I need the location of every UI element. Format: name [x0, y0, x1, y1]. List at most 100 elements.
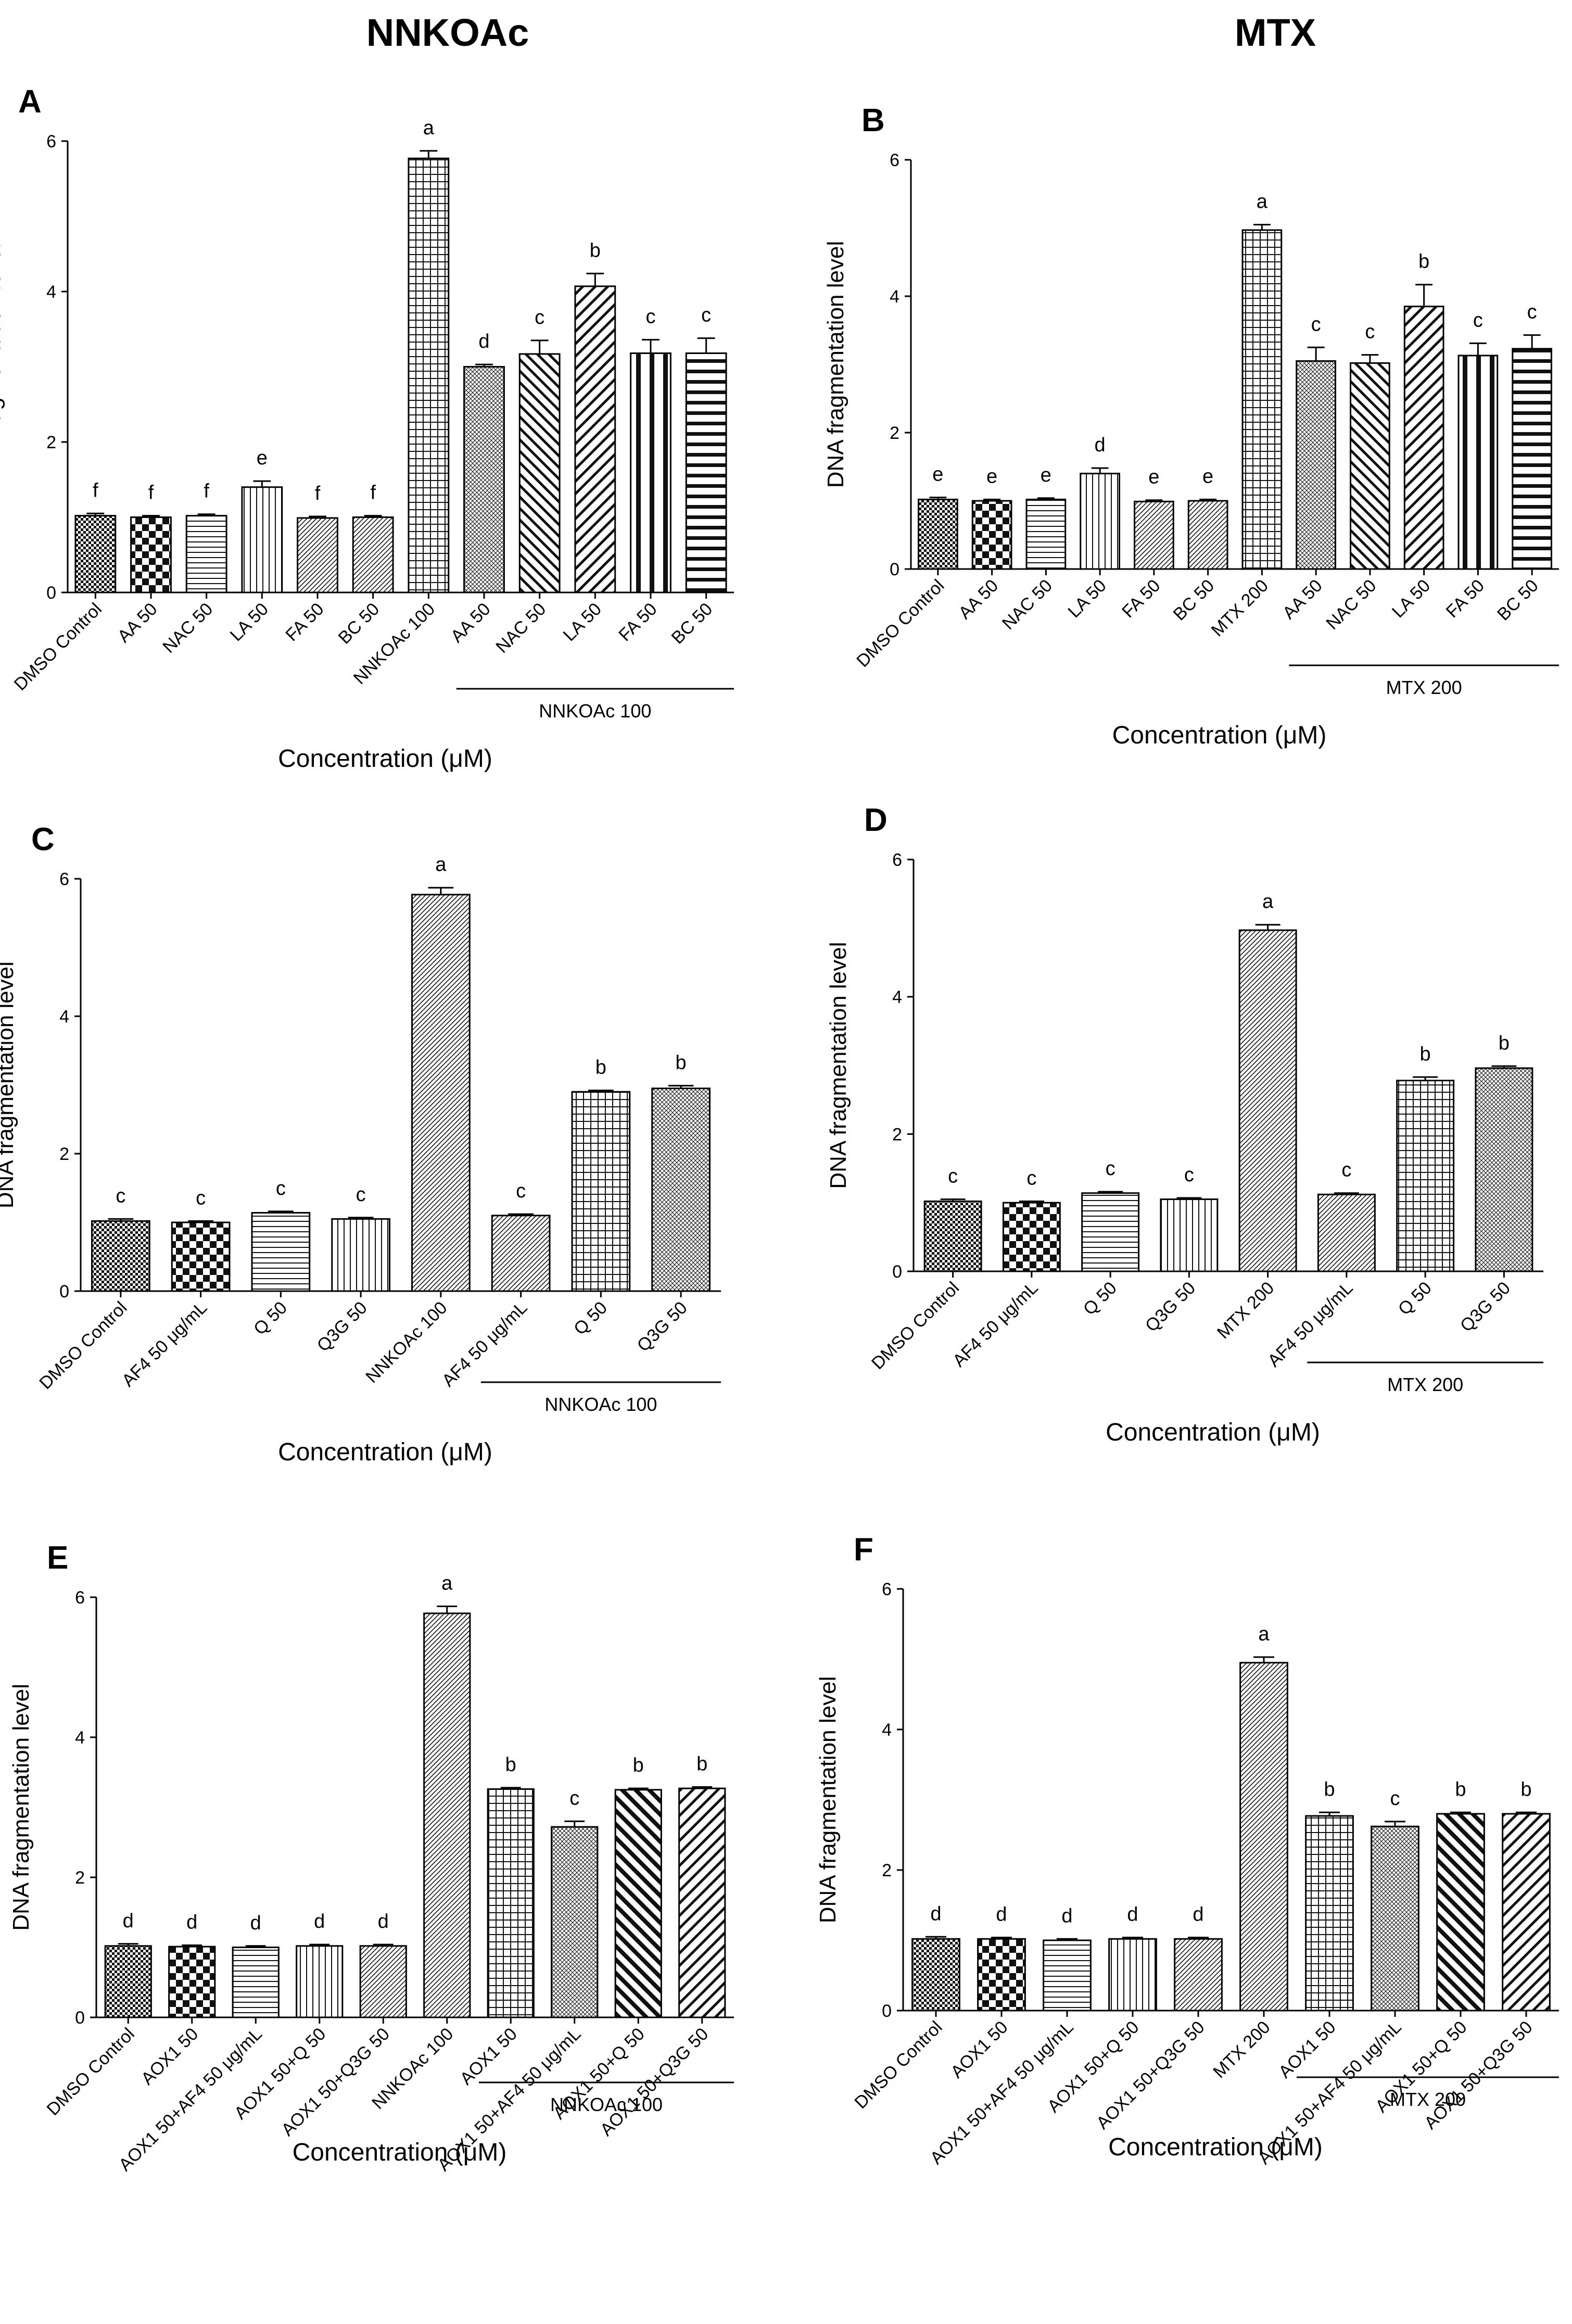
bar — [1296, 360, 1336, 570]
bar — [1081, 1192, 1140, 1272]
x-tick-label: DMSO Control — [868, 1278, 963, 1373]
x-tick-label: NNKOAc 100 — [362, 1298, 451, 1387]
bar — [1371, 1825, 1419, 2012]
significance-letter: d — [250, 1912, 261, 1934]
x-axis-label: Concentration (μM) — [278, 745, 492, 773]
significance-letter: c — [1311, 313, 1321, 335]
bar — [918, 498, 958, 570]
y-tick-label: 6 — [46, 132, 56, 151]
chart-a: A 0 2 4 6 DNA fragmentation level f DMSO Contro… — [0, 84, 734, 773]
y-tick-label: 2 — [46, 433, 56, 452]
significance-letter: f — [204, 481, 209, 502]
x-tick-label: LA 50 — [1064, 576, 1110, 622]
panel-c: C 0 2 4 6 DNA fragmentation level c DMSO Contro… — [0, 815, 786, 1570]
bar — [168, 1946, 216, 2018]
significance-letter: d — [378, 1911, 389, 1933]
x-tick-label: Q3G 50 — [1142, 1278, 1199, 1336]
bar — [411, 893, 471, 1292]
significance-letter: b — [676, 1052, 687, 1073]
bar — [104, 1945, 152, 2018]
y-tick-label: 2 — [75, 1868, 85, 1888]
significance-letter: e — [257, 447, 268, 469]
y-tick-label: 2 — [892, 1125, 902, 1144]
significance-letter: e — [932, 463, 943, 485]
significance-letter: c — [276, 1178, 286, 1199]
significance-letter: a — [435, 854, 447, 876]
bar — [977, 1938, 1026, 2012]
x-tick-label: FA 50 — [1442, 576, 1488, 622]
significance-letter: b — [1420, 1043, 1431, 1065]
significance-letter: b — [1499, 1032, 1510, 1054]
bar — [551, 1826, 599, 2018]
column-title-mtx: MTX — [1234, 11, 1316, 54]
significance-letter: c — [569, 1787, 579, 1809]
x-tick-label: LA 50 — [1388, 576, 1434, 622]
x-tick-label: BC 50 — [335, 599, 384, 648]
x-tick-label: BC 50 — [1170, 576, 1219, 625]
bar — [1317, 1193, 1376, 1272]
significance-letter: c — [701, 305, 711, 326]
y-tick-label: 4 — [890, 287, 899, 307]
y-tick-label: 0 — [46, 583, 56, 603]
bar — [651, 1088, 711, 1292]
x-tick-label: NAC 50 — [159, 599, 217, 657]
y-tick-label: 0 — [59, 1282, 69, 1302]
significance-letter: c — [356, 1184, 366, 1206]
column-title-nnkoac: NNKOAc — [366, 11, 529, 54]
x-tick-label: AF4 50 μg/mL — [438, 1298, 531, 1391]
significance-letter: c — [516, 1180, 526, 1202]
bar — [296, 1945, 344, 2018]
y-tick-label: 4 — [882, 1720, 892, 1740]
significance-letter: e — [986, 465, 997, 487]
significance-letter: b — [633, 1754, 644, 1776]
bar — [1002, 1202, 1061, 1272]
y-tick-label: 4 — [46, 282, 56, 302]
x-tick-label: LA 50 — [226, 599, 272, 645]
panel-label: B — [861, 103, 885, 138]
bar — [678, 1787, 726, 2018]
bar — [408, 157, 450, 593]
significance-letter: d — [186, 1911, 197, 1933]
x-tick-label: Q3G 50 — [633, 1298, 691, 1356]
bar — [241, 486, 283, 593]
bar — [423, 1612, 471, 2018]
panel-f: F 0 2 4 6 DNA fragmentation level d DMSO Contro… — [786, 1532, 1572, 2288]
chart-f: F 0 2 4 6 DNA fragmentation level d DMSO Contro… — [815, 1532, 1559, 2168]
y-tick-label: 0 — [892, 1262, 902, 1282]
y-axis-label: DNA fragmentation level — [826, 942, 851, 1189]
bar — [574, 285, 616, 593]
x-tick-label: AA 50 — [955, 576, 1002, 623]
x-tick-label: AOX1 50+Q3G 50 — [1093, 2017, 1209, 2133]
group-label: NNKOAc 100 — [550, 2094, 663, 2115]
bar — [923, 1201, 982, 1272]
x-tick-label: LA 50 — [560, 599, 605, 645]
bar — [297, 517, 338, 593]
significance-letter: b — [590, 239, 601, 261]
y-tick-label: 0 — [75, 2008, 85, 2028]
panel-label: A — [18, 84, 42, 120]
panel-label: E — [47, 1540, 68, 1576]
y-tick-label: 0 — [890, 560, 899, 579]
x-tick-label: Q3G 50 — [1456, 1278, 1514, 1336]
bar — [1502, 1813, 1551, 2012]
significance-letter: d — [314, 1911, 325, 1933]
significance-letter: b — [595, 1057, 606, 1079]
bar — [171, 1221, 231, 1292]
significance-letter: e — [1202, 465, 1213, 487]
x-tick-label: DMSO Control — [43, 2024, 138, 2119]
significance-letter: c — [1527, 301, 1537, 323]
bar — [1475, 1067, 1533, 1272]
y-tick-label: 4 — [75, 1728, 85, 1748]
x-tick-label: MTX 200 — [1209, 2017, 1274, 2082]
significance-letter: e — [1148, 466, 1159, 488]
significance-letter: f — [93, 479, 98, 501]
bar — [352, 516, 394, 593]
significance-letter: d — [1095, 434, 1106, 456]
x-tick-label: NAC 50 — [1322, 576, 1380, 634]
significance-letter: b — [696, 1753, 707, 1775]
bar — [518, 353, 561, 593]
panel-e: E 0 2 4 6 DNA fragmentation level d DMSO Contro… — [0, 1533, 786, 2288]
chart-d: D 0 2 4 6 DNA fragmentation level c DMSO Contro… — [826, 802, 1543, 1446]
x-axis-label: Concentration (μM) — [293, 2139, 507, 2166]
